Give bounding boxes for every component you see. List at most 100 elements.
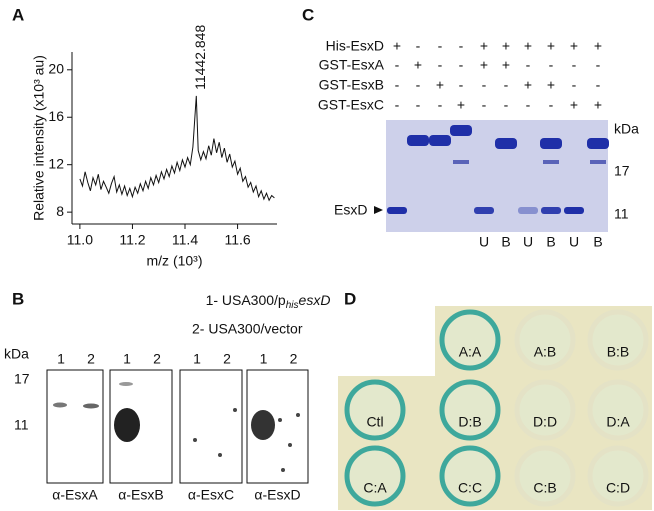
colony-well bbox=[587, 309, 649, 371]
western-unit: kDa bbox=[4, 346, 29, 362]
gel-band-minor bbox=[453, 160, 469, 164]
well-label: B:B bbox=[607, 344, 630, 360]
cell-sign: - bbox=[459, 38, 464, 54]
x-axis-label: m/z (10³) bbox=[147, 253, 203, 269]
lane-label: 2 bbox=[290, 351, 298, 367]
blot bbox=[46, 369, 104, 484]
lane-label: 1 bbox=[193, 351, 201, 367]
fraction-label: B bbox=[593, 234, 602, 250]
y-tick-label: 20 bbox=[48, 60, 64, 76]
cell-sign: - bbox=[416, 38, 421, 54]
blot-label: α-EsxA bbox=[52, 487, 98, 503]
cell-sign: + bbox=[594, 97, 602, 113]
well-label: A:A bbox=[459, 344, 482, 360]
colony-well bbox=[514, 445, 576, 507]
gel-band bbox=[387, 207, 407, 214]
cell-sign: + bbox=[524, 77, 532, 93]
gel-unit: kDa bbox=[614, 121, 639, 137]
blot-speck bbox=[278, 418, 282, 422]
cell-sign: - bbox=[416, 97, 421, 113]
blot-speck bbox=[296, 413, 300, 417]
western-marker: 11 bbox=[14, 417, 29, 433]
blot-label: α-EsxB bbox=[118, 487, 163, 503]
lane-label: 1 bbox=[260, 351, 268, 367]
gel-band bbox=[474, 207, 494, 214]
colony-well bbox=[344, 379, 406, 441]
band-arrow bbox=[374, 206, 383, 214]
lane-label: 2 bbox=[153, 351, 161, 367]
cell-sign: + bbox=[502, 57, 510, 73]
gel-band bbox=[495, 138, 517, 149]
cell-sign: - bbox=[459, 57, 464, 73]
y-tick-label: 8 bbox=[56, 203, 64, 219]
blot-speck bbox=[288, 443, 292, 447]
blot-speck bbox=[233, 408, 237, 412]
gel-band bbox=[587, 138, 609, 149]
well-label: C:A bbox=[363, 480, 387, 496]
legend-suffix: esxD bbox=[299, 292, 331, 308]
well-label: A:B bbox=[534, 344, 557, 360]
row-label: GST-EsxA bbox=[319, 57, 385, 73]
cell-sign: - bbox=[596, 77, 601, 93]
gel-marker: 17 bbox=[614, 163, 630, 179]
well-label: Ctl bbox=[366, 414, 383, 430]
cell-sign: - bbox=[438, 57, 443, 73]
blot-label: α-EsxD bbox=[254, 487, 300, 503]
gel-band bbox=[407, 135, 429, 146]
blot-band bbox=[119, 382, 133, 386]
cell-sign: - bbox=[596, 57, 601, 73]
blot-speck bbox=[218, 453, 222, 457]
y-tick-label: 12 bbox=[48, 155, 64, 171]
fraction-label: U bbox=[523, 234, 533, 250]
well-label: D:B bbox=[458, 414, 481, 430]
legend-prefix: 1- USA300/p bbox=[206, 292, 286, 308]
panel-label: C bbox=[302, 5, 314, 24]
cell-sign: - bbox=[572, 77, 577, 93]
lane-label: 1 bbox=[123, 351, 131, 367]
well-label: C:C bbox=[458, 480, 482, 496]
gel-band bbox=[540, 138, 562, 149]
gel-band bbox=[429, 135, 451, 146]
cell-sign: + bbox=[393, 38, 401, 54]
fraction-label: U bbox=[569, 234, 579, 250]
cell-sign: + bbox=[570, 97, 578, 113]
blot-label: α-EsxC bbox=[188, 487, 234, 503]
colony-well bbox=[344, 445, 406, 507]
fraction-label: B bbox=[546, 234, 555, 250]
cell-sign: - bbox=[438, 38, 443, 54]
x-tick-label: 11.0 bbox=[67, 232, 93, 248]
cell-sign: + bbox=[502, 38, 510, 54]
cell-sign: - bbox=[438, 97, 443, 113]
cell-sign: - bbox=[549, 57, 554, 73]
legend-sub: his bbox=[286, 300, 299, 311]
band-label: EsxD bbox=[334, 202, 367, 218]
colony-well bbox=[439, 379, 501, 441]
cell-sign: - bbox=[549, 97, 554, 113]
peak-label: 11442.848 bbox=[192, 25, 208, 90]
panel-label: A bbox=[12, 5, 24, 24]
colony-well bbox=[439, 309, 501, 371]
cell-sign: - bbox=[526, 57, 531, 73]
panel-label: B bbox=[12, 289, 24, 308]
cell-sign: + bbox=[480, 57, 488, 73]
well-label: D:A bbox=[606, 414, 630, 430]
cell-sign: + bbox=[547, 77, 555, 93]
cell-sign: + bbox=[570, 38, 578, 54]
cell-sign: - bbox=[395, 77, 400, 93]
row-label: GST-EsxB bbox=[319, 77, 384, 93]
cell-sign: - bbox=[459, 77, 464, 93]
cell-sign: + bbox=[547, 38, 555, 54]
spectrum-line bbox=[79, 95, 275, 202]
cell-sign: - bbox=[395, 57, 400, 73]
legend-line: 2- USA300/vector bbox=[192, 321, 303, 337]
lane-label: 2 bbox=[87, 351, 95, 367]
colony-well bbox=[587, 445, 649, 507]
cell-sign: + bbox=[480, 38, 488, 54]
blot-speck bbox=[281, 468, 285, 472]
panel-label: D bbox=[344, 289, 356, 308]
cell-sign: + bbox=[436, 77, 444, 93]
well-label: C:D bbox=[606, 480, 630, 496]
cell-sign: - bbox=[504, 97, 509, 113]
cell-sign: - bbox=[416, 77, 421, 93]
